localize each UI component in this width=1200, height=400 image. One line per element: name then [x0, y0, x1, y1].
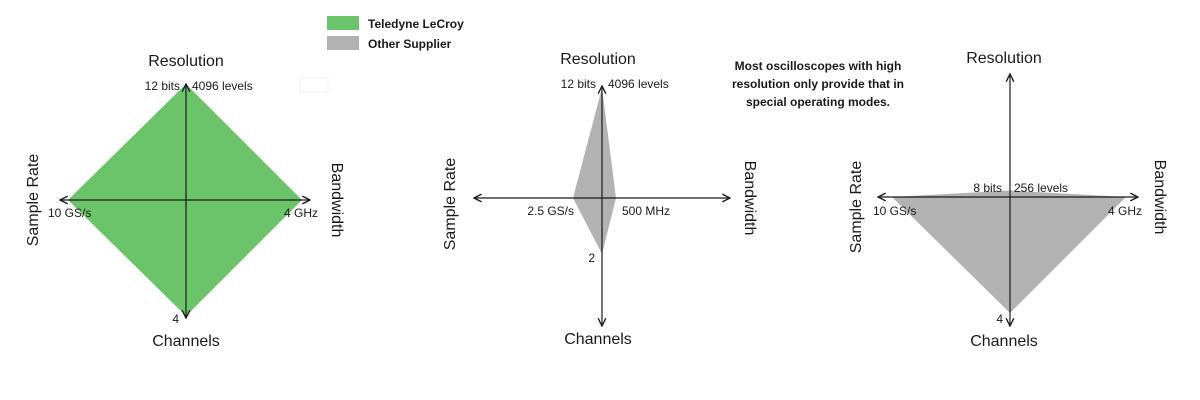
- note-line-3: special operating modes.: [746, 95, 890, 109]
- axis-label-bandwidth-3: Bandwidth: [1151, 160, 1168, 235]
- axis-label-bandwidth-1: Bandwidth: [328, 163, 345, 238]
- axis-label-channels-2: Channels: [564, 331, 632, 348]
- tick-top2-3: 256 levels: [1014, 181, 1068, 195]
- tick-right-3: 4 GHz: [1108, 204, 1142, 218]
- axis-label-sample-rate-2: Sample Rate: [442, 158, 459, 251]
- tick-left-1: 10 GS/s: [48, 206, 91, 220]
- legend-swatch-teledyne: [327, 16, 359, 30]
- tick-left-2: 2.5 GS/s: [527, 204, 574, 218]
- tick-top2-2: 4096 levels: [608, 77, 669, 91]
- radar-chart-2: Resolution Channels Sample Rate Bandwidt…: [442, 51, 758, 348]
- axis-label-resolution-2: Resolution: [560, 51, 636, 68]
- tick-left-3: 10 GS/s: [873, 204, 916, 218]
- legend-label-teledyne: Teledyne LeCroy: [368, 17, 464, 31]
- legend: Teledyne LeCroy Other Supplier: [327, 16, 464, 51]
- radar-area-3: [892, 190, 1126, 313]
- tick-right-1: 4 GHz: [284, 206, 318, 220]
- tick-bottom-2: 2: [588, 251, 595, 265]
- tick-top2-1: 4096 levels: [192, 79, 253, 93]
- tick-bottom-1: 4: [172, 312, 179, 326]
- axis-label-channels-1: Channels: [152, 333, 220, 350]
- note-line-2: resolution only provide that in: [732, 77, 904, 91]
- tick-right-2: 500 MHz: [622, 204, 670, 218]
- legend-swatch-other: [327, 36, 359, 50]
- axis-label-bandwidth-2: Bandwidth: [741, 161, 758, 236]
- note-line-1: Most oscilloscopes with high: [735, 59, 902, 73]
- radar-area-2: [573, 88, 616, 254]
- radar-chart-3: Resolution Channels Sample Rate Bandwidt…: [848, 50, 1168, 350]
- note: Most oscilloscopes with high resolution …: [732, 59, 904, 109]
- faint-box: [299, 77, 329, 93]
- legend-label-other: Other Supplier: [368, 37, 452, 51]
- axis-label-channels-3: Channels: [970, 333, 1038, 350]
- axis-label-resolution-1: Resolution: [148, 53, 224, 70]
- tick-bottom-3: 4: [996, 312, 1003, 326]
- tick-top-3: 8 bits: [973, 181, 1002, 195]
- tick-top-2: 12 bits: [561, 77, 596, 91]
- axis-label-sample-rate-3: Sample Rate: [848, 161, 865, 254]
- axis-label-resolution-3: Resolution: [966, 50, 1042, 67]
- tick-top-1: 12 bits: [145, 79, 180, 93]
- radar-chart-1: Resolution Channels Sample Rate Bandwidt…: [25, 53, 345, 350]
- axis-label-sample-rate-1: Sample Rate: [25, 154, 42, 247]
